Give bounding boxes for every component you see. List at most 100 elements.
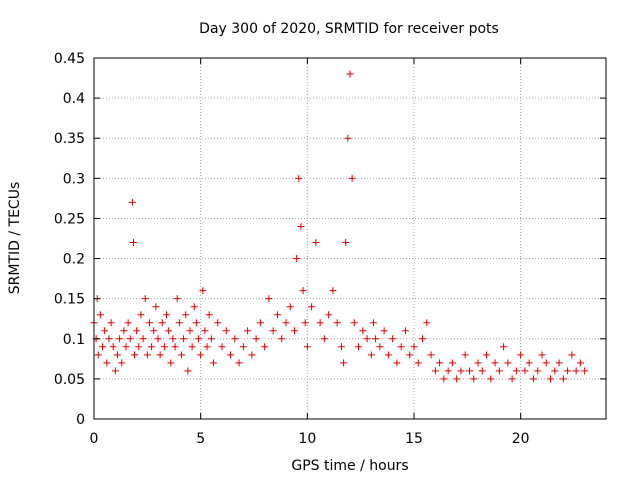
data-point — [470, 375, 478, 383]
data-point — [297, 222, 305, 230]
data-point — [369, 319, 377, 327]
data-point — [547, 375, 555, 383]
data-point — [427, 351, 435, 359]
data-point — [401, 327, 409, 335]
data-point — [295, 174, 303, 182]
data-point — [564, 367, 572, 375]
data-point — [344, 134, 352, 142]
data-point — [116, 335, 124, 343]
x-tick-label: 0 — [90, 431, 99, 447]
data-point — [521, 367, 529, 375]
data-point — [163, 311, 171, 319]
data-point — [150, 327, 158, 335]
data-point — [231, 335, 239, 343]
data-point — [133, 327, 141, 335]
data-point — [160, 343, 168, 351]
data-point — [94, 351, 102, 359]
data-point — [508, 375, 516, 383]
data-point — [107, 319, 115, 327]
y-axis-label: SRMTID / TECUs — [7, 182, 23, 295]
data-point — [291, 327, 299, 335]
data-point — [256, 319, 264, 327]
data-point — [348, 174, 356, 182]
data-point — [355, 343, 363, 351]
data-point — [410, 343, 418, 351]
x-tick-label: 10 — [298, 431, 316, 447]
data-point — [184, 367, 192, 375]
y-tick-label: 0.35 — [54, 131, 85, 147]
data-point — [156, 351, 164, 359]
data-point — [301, 319, 309, 327]
data-point — [414, 359, 422, 367]
data-point — [312, 239, 320, 247]
data-point — [389, 335, 397, 343]
data-point — [367, 351, 375, 359]
data-point — [167, 359, 175, 367]
data-point — [273, 311, 281, 319]
data-point — [128, 198, 136, 206]
y-tick-label: 0 — [76, 412, 85, 428]
data-point — [239, 343, 247, 351]
data-point — [175, 319, 183, 327]
data-point — [393, 359, 401, 367]
data-point — [180, 335, 188, 343]
data-point — [376, 343, 384, 351]
data-point — [131, 351, 139, 359]
data-point — [286, 303, 294, 311]
data-point — [359, 327, 367, 335]
plot-frame — [93, 57, 607, 420]
data-point — [135, 343, 143, 351]
data-point — [576, 359, 584, 367]
data-point — [333, 319, 341, 327]
data-point — [529, 375, 537, 383]
data-point — [235, 359, 243, 367]
data-point — [152, 303, 160, 311]
grid — [94, 58, 606, 419]
x-axis-label: GPS time / hours — [291, 458, 408, 474]
y-tick-label: 0.05 — [54, 372, 85, 388]
data-point — [299, 287, 307, 295]
data-point — [444, 367, 452, 375]
data-point — [203, 343, 211, 351]
data-point — [559, 375, 567, 383]
y-tick-label: 0.45 — [54, 51, 85, 67]
data-point — [101, 327, 109, 335]
data-point — [495, 367, 503, 375]
data-point — [431, 367, 439, 375]
data-point — [491, 359, 499, 367]
data-point — [218, 343, 226, 351]
y-tick-label: 0.15 — [54, 292, 85, 308]
data-point — [568, 351, 576, 359]
data-point — [182, 311, 190, 319]
data-point — [342, 239, 350, 247]
data-point — [453, 375, 461, 383]
data-point — [139, 335, 147, 343]
data-point — [143, 351, 151, 359]
y-tick-label: 0.2 — [63, 252, 85, 268]
data-point — [120, 327, 128, 335]
data-point — [337, 343, 345, 351]
data-point — [195, 335, 203, 343]
data-point — [457, 367, 465, 375]
data-point — [145, 319, 153, 327]
data-point — [207, 335, 215, 343]
data-point — [278, 335, 286, 343]
data-point — [423, 319, 431, 327]
data-point — [113, 351, 121, 359]
data-point — [129, 239, 137, 247]
data-point — [169, 335, 177, 343]
data-point — [222, 327, 230, 335]
data-point — [244, 327, 252, 335]
data-point — [186, 327, 194, 335]
data-point — [177, 351, 185, 359]
y-tick-label: 0.4 — [63, 91, 85, 107]
data-point — [124, 319, 132, 327]
data-point — [525, 359, 533, 367]
data-point — [436, 359, 444, 367]
data-point — [252, 335, 260, 343]
y-tick-label: 0.3 — [63, 171, 85, 187]
data-point — [483, 351, 491, 359]
data-point — [99, 343, 107, 351]
data-point — [227, 351, 235, 359]
